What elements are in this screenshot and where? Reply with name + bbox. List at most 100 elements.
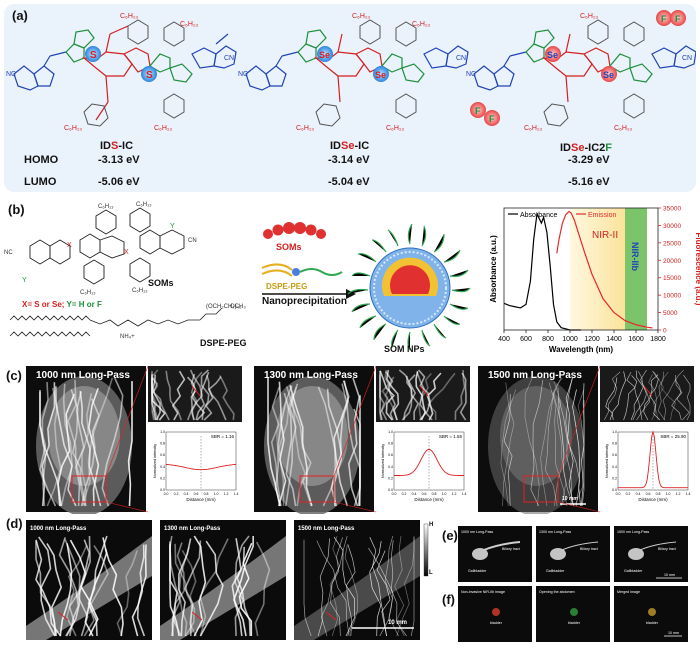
vessel [289, 385, 313, 507]
vessel [67, 379, 87, 507]
f-atom-label: F [661, 14, 667, 24]
c-profile-ytick: 1.0 [388, 430, 393, 434]
vessel [203, 376, 222, 421]
vessel [199, 540, 224, 637]
c-profile-ytick: 0.6 [388, 453, 393, 457]
molecule-name-2: IDSe-IC [330, 140, 370, 152]
vessel [303, 539, 312, 637]
vessel [206, 374, 227, 421]
c-scale-label: 10 mm [562, 496, 578, 502]
vessel [131, 544, 147, 637]
vessel [653, 371, 664, 421]
se-atom-label-left: Se [319, 50, 330, 60]
thiophene-left [65, 29, 95, 63]
vessel [376, 550, 391, 637]
vessel [101, 377, 124, 507]
alkyl-label: C₆H₁₃ [154, 125, 172, 132]
s-atom-left [85, 46, 101, 62]
spectrum-chart: NIR-II NIR-IIb Absorbance Emission 400 600 800… [462, 198, 700, 364]
vessel [344, 544, 358, 637]
nh4-label: NH₄+ [120, 334, 135, 340]
d-image-2 [160, 520, 286, 640]
c-profile-xtick: 0.6 [646, 492, 651, 496]
vessel [181, 549, 197, 637]
vessel [454, 369, 466, 421]
f-image-3: Merged image bladder 10 mm [614, 586, 688, 642]
mouse-torso [48, 386, 120, 486]
vessel [116, 550, 138, 637]
vessel [369, 537, 387, 637]
cyano-label: CN [188, 238, 197, 244]
vessel [186, 369, 204, 421]
y-right-tick-label: 10000 [663, 293, 681, 300]
molecular-structures: S S C₆H₁₃ C₆H₁₃ C₆H₁₃ C₆H₁₃ NC CN [6, 10, 696, 132]
c-profile-xtick: 0.2 [626, 492, 631, 496]
s-atom-label-left: S [90, 50, 97, 61]
cyano-label: CN [224, 55, 234, 62]
d-bar-low: L [429, 570, 433, 576]
nanoprecipitation-label: Nanoprecipitation [262, 296, 348, 307]
vessel [379, 370, 395, 421]
alkyl-label: C₆H₁₃ [98, 204, 114, 210]
vessel [285, 383, 299, 507]
c-filter-label-1: 1000 nm Long-Pass [36, 370, 130, 381]
vessel [152, 377, 170, 421]
vessel [394, 535, 405, 637]
se-atom-left [317, 46, 333, 62]
c-profile-plot: SBR = 1.55 0.0 0.2 0.4 0.6 0.8 1.0 1.2 1.4 0.0 0.2… [376, 422, 470, 512]
soms-legend-label: SOMs [276, 242, 302, 252]
c-profile-ytick: 1.0 [160, 430, 165, 434]
c-profile-xtick: 0.6 [422, 492, 427, 496]
se-atom-left [545, 46, 561, 62]
zoom-line [333, 366, 377, 477]
panel-d-imaging: (d) 1000 nm Long-Pass 1300 nm Long-Pass … [0, 516, 440, 644]
vessel [657, 371, 666, 421]
vessel [548, 382, 568, 507]
vessel [79, 391, 102, 507]
vessel [648, 374, 657, 421]
panel-d-label: (d) [6, 516, 23, 531]
molecule-name-1: IDS-IC [100, 140, 134, 152]
d-profile-line [191, 611, 203, 621]
vessel [74, 391, 85, 507]
som-core [390, 265, 430, 294]
c-profile-xtick: 1.2 [452, 492, 457, 496]
vessel [545, 389, 558, 507]
bladder-label: bladder [490, 621, 503, 625]
vessel [59, 543, 73, 637]
bladder-spot [648, 608, 656, 616]
gallbladder-label: Gallbladder [624, 569, 643, 573]
profile-line [191, 385, 201, 397]
peg-corona [347, 223, 471, 351]
c-profile-xtick: 1.0 [666, 492, 671, 496]
phenyl-groups [83, 19, 185, 127]
se-atom-right [601, 66, 617, 82]
vessel [581, 400, 585, 507]
vessel [500, 389, 517, 507]
vessel [174, 543, 196, 637]
f-atom-bottom-2 [484, 110, 500, 126]
alkyl-label: C₆H₁₃ [180, 21, 198, 28]
leg-shape [26, 536, 152, 640]
vessel [83, 545, 109, 637]
vessel [459, 372, 467, 421]
vessel [368, 547, 394, 637]
lumo-value-2: -5.04 eV [328, 176, 370, 188]
vessel [407, 374, 420, 421]
vessel [385, 371, 396, 421]
x-tick-label: 400 [498, 336, 510, 343]
vessel [46, 543, 63, 637]
c-profile-ytick: 0.0 [388, 488, 393, 492]
roi-box [71, 475, 107, 503]
homo-value-3: -3.29 eV [568, 154, 610, 166]
d-profile-line [325, 611, 337, 621]
panel-c-label: (c) [6, 368, 22, 383]
vessel [330, 537, 343, 637]
alkyl-label: C₆H₁₃ [412, 21, 430, 28]
vessel [427, 372, 456, 421]
zoom-line [105, 501, 149, 513]
c-filter-label-3: 1500 nm Long-Pass [488, 370, 582, 381]
som-nanoparticle [347, 223, 471, 351]
d-profile-line [57, 611, 69, 621]
se-atom-label-right: Se [375, 70, 386, 80]
